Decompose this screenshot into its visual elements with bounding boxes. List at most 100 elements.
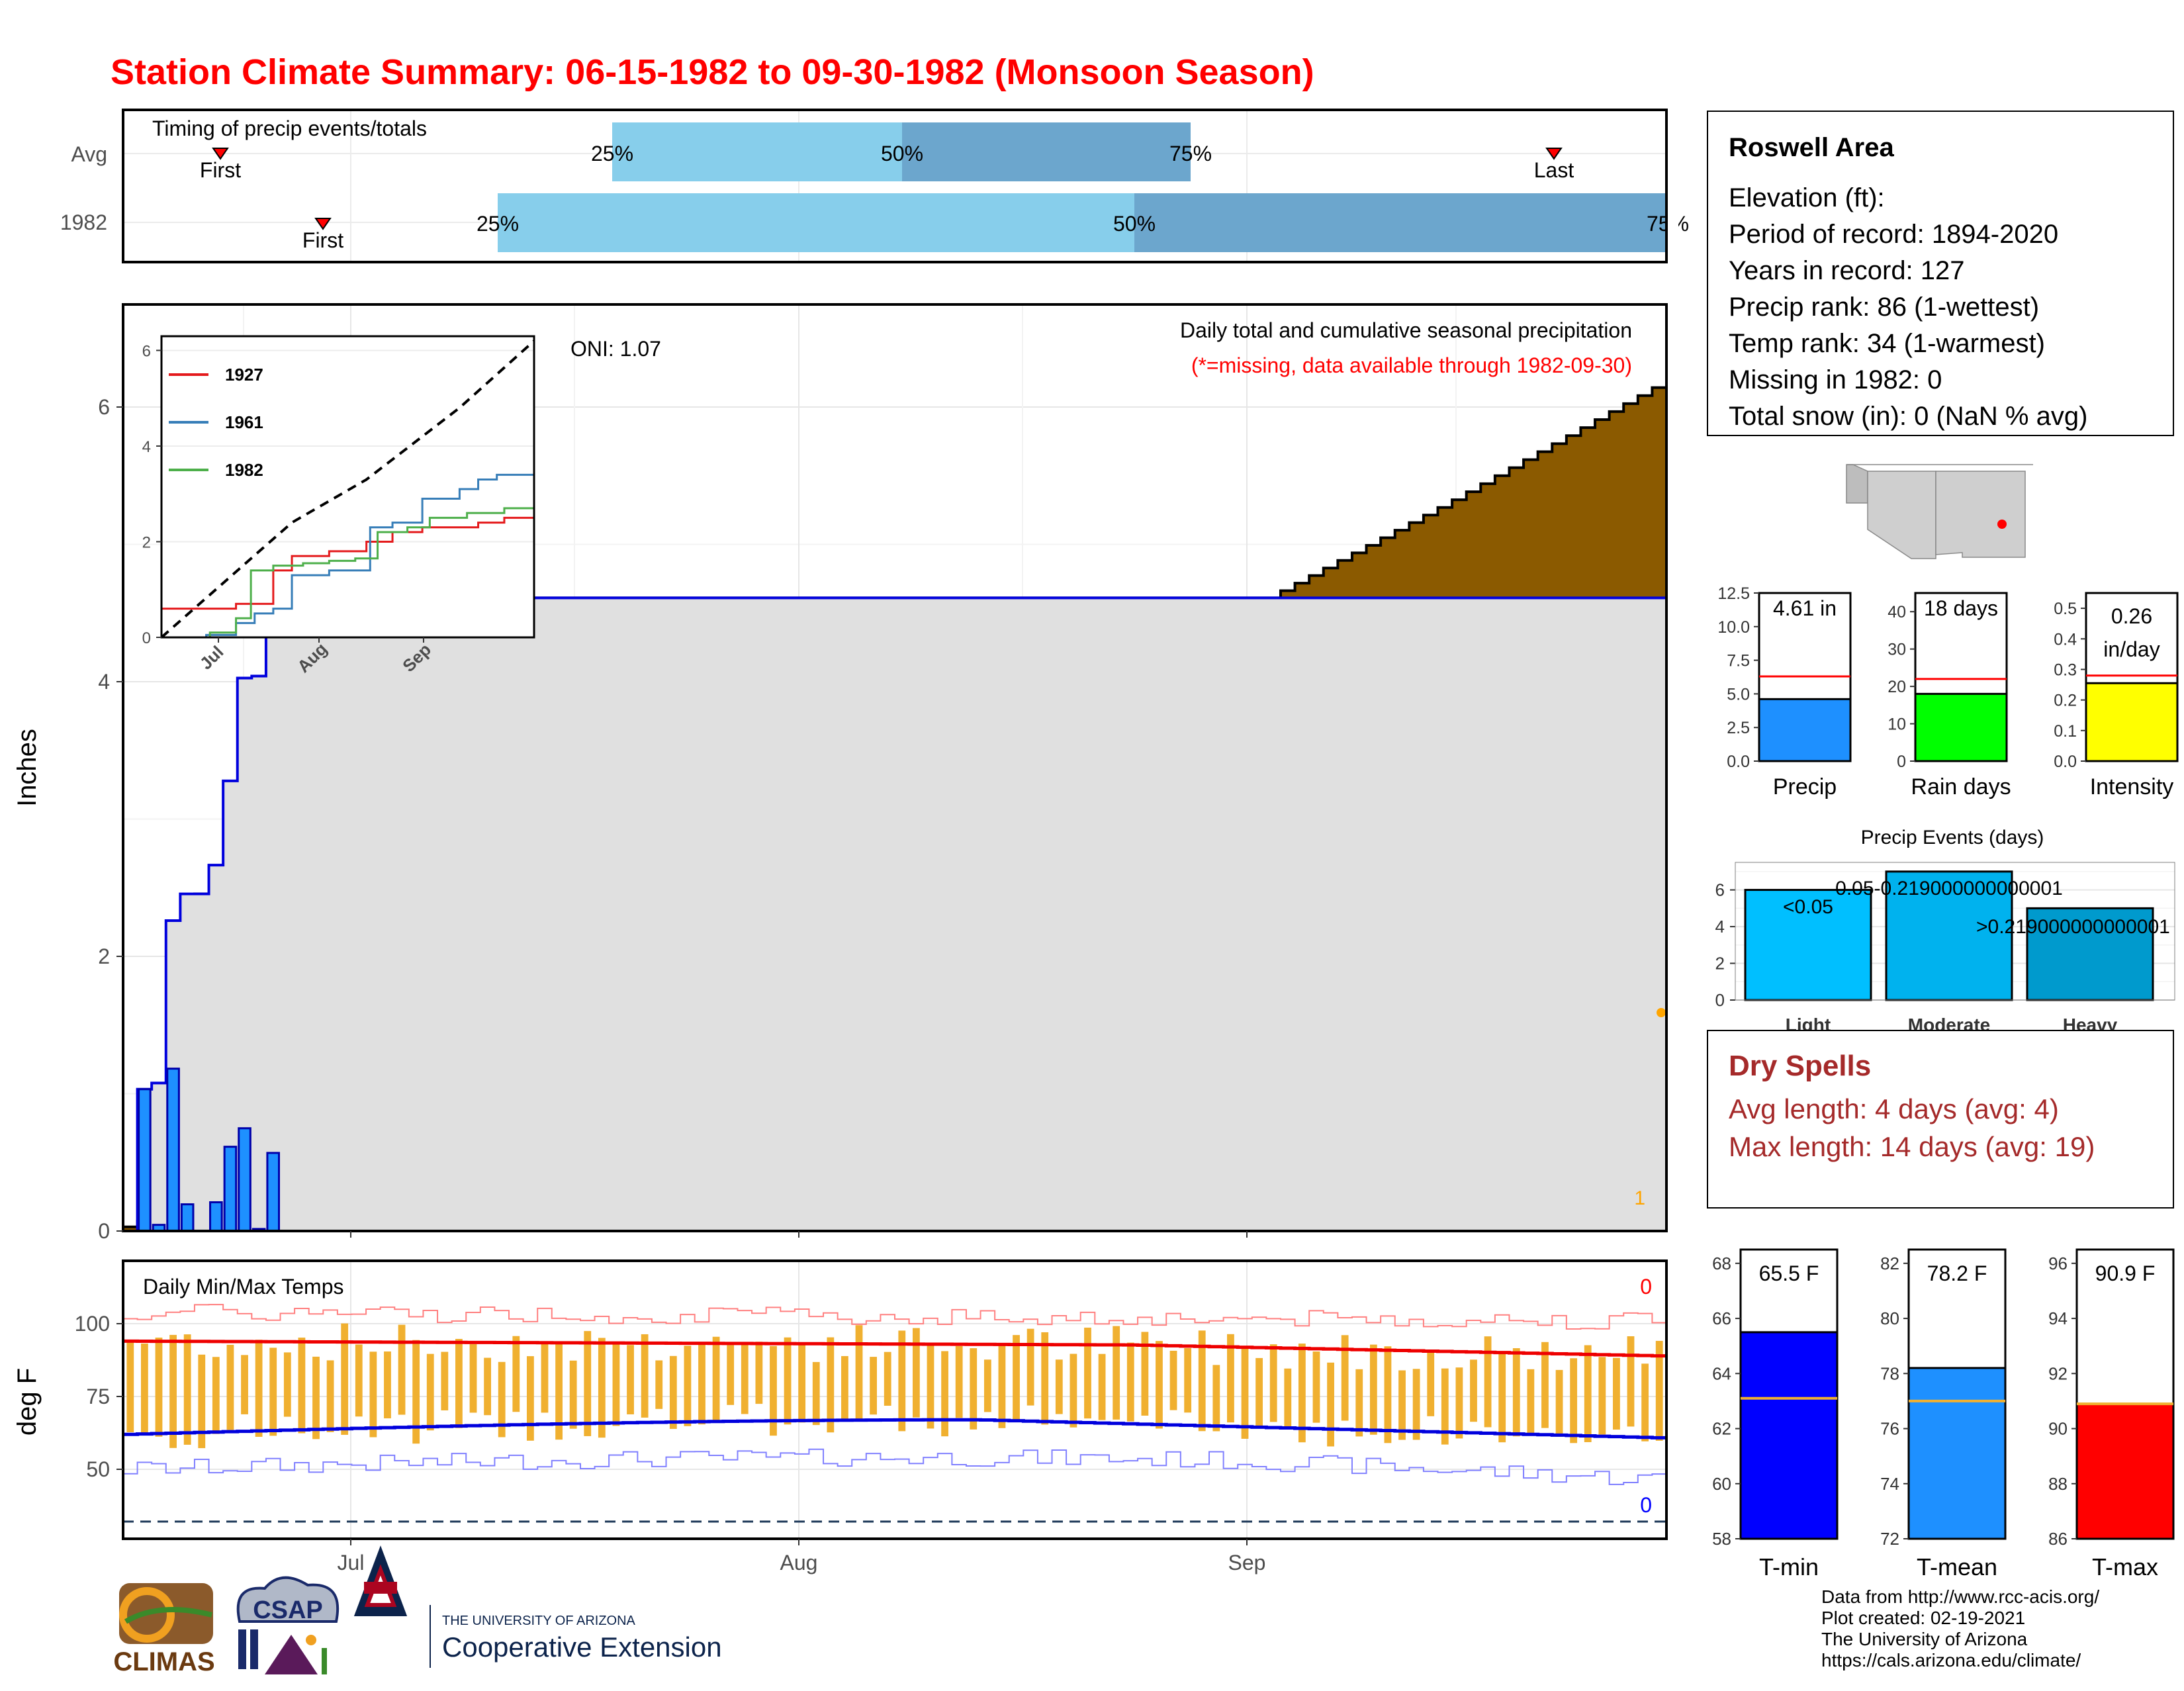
temp-range-bar: [1184, 1348, 1192, 1413]
temp-mini-value-text: 78.2 F: [1927, 1261, 1987, 1285]
temp-range-bar: [1555, 1369, 1563, 1437]
mini-bar-tick: 10.0: [1717, 618, 1750, 637]
temp-mini-tick: 82: [1880, 1254, 1899, 1273]
temp-range-bar: [1013, 1335, 1020, 1422]
station-info-line: Total snow (in): 0 (NaN % avg): [1729, 402, 2087, 431]
temp-range-bar: [1398, 1370, 1406, 1440]
temp-range-bar: [326, 1360, 334, 1432]
mini-bar-label: Intensity: [2090, 774, 2174, 800]
dry-spells-avg: Avg length: 4 days (avg: 4): [1729, 1093, 2059, 1124]
events-annotation-moderate: 0.05-0.219000000000001: [1835, 878, 2063, 899]
mini-bar-tick: 10: [1888, 715, 1906, 734]
temp-range-bar: [1427, 1349, 1435, 1416]
temp-range-bar: [1355, 1369, 1363, 1437]
avg-first-marker: [212, 148, 229, 160]
temp-mini-tick: 96: [2048, 1254, 2068, 1273]
events-y-tick: 4: [1715, 917, 1725, 937]
map-state-nm: [1935, 471, 2026, 558]
temp-range-bar: [469, 1344, 477, 1413]
avg-q50-label: 50%: [881, 142, 923, 165]
temp-mini-tick: 74: [1880, 1474, 1899, 1494]
temp-range-bar: [1212, 1365, 1220, 1432]
temp-range-bar: [1084, 1327, 1091, 1419]
station-name: Roswell Area: [1729, 133, 1894, 162]
inset-y-tick: 2: [142, 533, 151, 551]
temp-range-bar: [884, 1351, 891, 1406]
temp-range-bar: [870, 1357, 878, 1415]
temp-range-bar: [569, 1360, 577, 1429]
temp-range-bar: [541, 1341, 549, 1413]
temp-range-bar: [241, 1355, 248, 1414]
temp-mini-tick: 78: [1880, 1363, 1899, 1383]
temp-range-bar: [484, 1357, 492, 1416]
station-info-frame: [1707, 111, 2174, 436]
temp-range-bar: [283, 1352, 291, 1417]
temp-mini-label: T-max: [2092, 1553, 2158, 1580]
mini-bar-value: [2085, 682, 2179, 762]
logos: CLIMAS CSAP THE UNIVERSITY OF ARIZONA Co…: [113, 1545, 722, 1676]
timing-row-avg: Avg: [71, 142, 107, 166]
temp-mini-tick: 80: [1880, 1308, 1899, 1328]
avg-last-marker: [1545, 148, 1563, 160]
temp-range-bar: [1098, 1353, 1106, 1420]
precip-plot-subtitle: (*=missing, data available through 1982-…: [1191, 353, 1632, 377]
inset-y-tick: 4: [142, 438, 151, 456]
inset-average-line: [160, 340, 535, 639]
footer-line-1: Data from http://www.rcc-acis.org/: [1821, 1586, 2099, 1607]
precip-plot-title: Daily total and cumulative seasonal prec…: [1180, 318, 1632, 342]
y1982-q25-label: 25%: [477, 212, 519, 236]
precip-y-axis-label: Inches: [13, 729, 42, 807]
record-max-line: [123, 1304, 1666, 1330]
avg-last-label: Last: [1534, 158, 1574, 182]
temp-y-tick: 100: [75, 1312, 110, 1336]
temp-range-bar: [1269, 1344, 1277, 1422]
mini-bar-tick: 0.2: [2054, 692, 2077, 710]
avg-first-label: First: [200, 158, 241, 182]
climas-text: CLIMAS: [113, 1647, 214, 1676]
temp-range-bar: [741, 1344, 749, 1414]
temp-range-bar: [912, 1328, 920, 1418]
temp-mini-tick: 68: [1712, 1254, 1731, 1273]
mini-bar-tick: 5.0: [1727, 685, 1750, 704]
events-bar: [1744, 889, 1872, 1001]
mini-bar-tick: 0.3: [2054, 661, 2077, 679]
temp-range-bar: [312, 1356, 320, 1440]
ua-logo: THE UNIVERSITY OF ARIZONA Cooperative Ex…: [353, 1545, 722, 1668]
mini-bar-label: Rain days: [1911, 774, 2011, 800]
temp-range-bar: [441, 1351, 449, 1411]
temp-range-bar: [1570, 1358, 1578, 1443]
daily-precip-bar: [266, 1152, 281, 1232]
dry-spells-frame: [1707, 1030, 2174, 1209]
events-title: Precip Events (days): [1861, 827, 2044, 848]
seasonal-temperature-bars: 58 60 62 64 66 68 65.5 F T-min 72 74 76 78 80 82 78.2 …: [1712, 1248, 2175, 1580]
inset-legend-1982: 1982: [225, 460, 263, 480]
temp-range-bar: [684, 1346, 692, 1426]
csap-logo: CSAP: [236, 1576, 340, 1674]
temp-range-bar: [612, 1344, 620, 1426]
average-max-line: [123, 1339, 1666, 1358]
timing-row-1982: 1982: [60, 210, 107, 234]
temp-range-bar: [1026, 1328, 1034, 1406]
daily-precip-bar: [238, 1127, 251, 1232]
temp-range-bar: [1298, 1344, 1306, 1443]
temperature-plot: Daily Min/Max Temps 0 0 deg F 50 75 100 Ju…: [13, 1231, 1668, 1575]
avg-bar-50-75: [902, 122, 1191, 181]
temp-range-bar: [784, 1337, 792, 1425]
temp-mini-tick: 60: [1712, 1474, 1731, 1494]
locator-map: [1845, 463, 2036, 564]
temp-range-bar: [169, 1334, 177, 1448]
temp-range-bar: [355, 1344, 363, 1417]
avg-bar-25-50: [612, 122, 902, 181]
precip-y-tick: 4: [98, 670, 110, 694]
missing-marker: [1657, 1008, 1666, 1017]
temp-range-bar: [927, 1344, 934, 1429]
temp-mini-tick: 64: [1712, 1363, 1731, 1383]
temp-mini-value-text: 90.9 F: [2095, 1261, 2156, 1285]
footer-credits: Data from http://www.rcc-acis.org/ Plot …: [1821, 1586, 2099, 1670]
precip-y-tick: 6: [98, 395, 110, 419]
temp-range-bar: [770, 1346, 777, 1436]
y1982-bar-25-50: [498, 193, 1134, 252]
station-info-line: Elevation (ft):: [1729, 183, 1885, 212]
temp-mini-tick: 76: [1880, 1419, 1899, 1439]
